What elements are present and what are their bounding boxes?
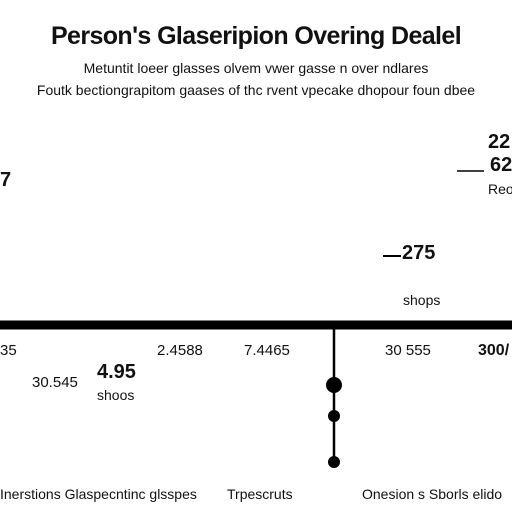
right-top-value-label: 22 [488, 131, 511, 153]
bottom-category-label: Trpescruts [227, 486, 293, 502]
axis-tick-label: 300/ [478, 342, 510, 359]
axis-tick-label: 35 [0, 342, 17, 359]
lower-bold-value-label: 4.95 [97, 361, 136, 383]
chart-subtitle-2: Foutk bectiongrapitom gaases of thc rven… [36, 82, 476, 98]
chart-subtitle-1: Metuntit loeer glasses olvem vwer gasse … [83, 60, 429, 76]
data-point-marker [328, 456, 340, 468]
right-annotation-label: Reo [488, 181, 512, 197]
data-point-marker [328, 410, 340, 422]
right-mid-value-label: 62 [490, 154, 512, 176]
bottom-category-label: Inerstions Glaspecntinc glsspes [0, 486, 197, 502]
chart-title: Person's Glaseripion Overing Dealel [50, 22, 462, 50]
lower-value-caption: shoos [97, 387, 135, 403]
axis-tick-label: 2.4588 [157, 342, 203, 359]
axis-tick-label: 30 555 [385, 342, 431, 359]
left-value-label: 7 [0, 169, 12, 191]
lower-left-value-label: 30.545 [32, 374, 78, 391]
axis-tick-label: 7.4465 [244, 342, 290, 359]
markers-group [326, 377, 342, 468]
center-annotation-label: shops [403, 292, 441, 308]
bottom-category-label: Onesion s Sborls elido [362, 486, 503, 502]
center-value-label: 275 [402, 242, 436, 264]
data-point-marker [326, 377, 342, 393]
